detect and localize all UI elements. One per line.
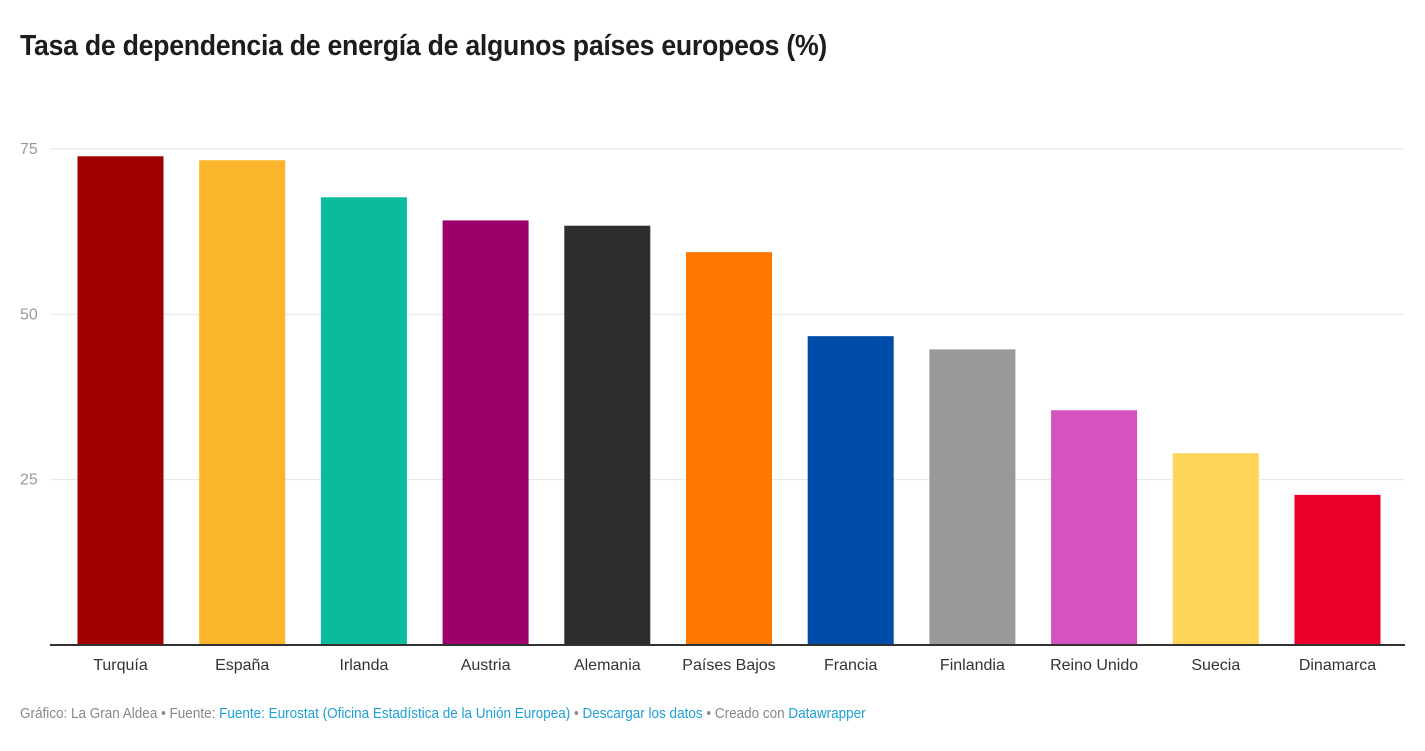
bar-francia[interactable]: [807, 336, 894, 645]
download-data-link[interactable]: Descargar los datos: [582, 705, 703, 722]
bar-turquía[interactable]: [77, 156, 164, 646]
bar-países-bajos[interactable]: [686, 252, 772, 645]
y-tick-label: 75: [20, 141, 38, 158]
x-tick-label: España: [215, 657, 269, 674]
x-tick-label: Suecia: [1191, 657, 1240, 674]
x-tick-label: Alemania: [574, 657, 641, 674]
bar-irlanda[interactable]: [320, 197, 407, 645]
x-tick-label: Austria: [461, 657, 511, 674]
bar-alemania[interactable]: [564, 225, 651, 645]
source-link[interactable]: Fuente: Eurostat (Oficina Estadística de…: [219, 705, 571, 722]
bar-austria[interactable]: [442, 220, 529, 645]
x-tick-label: Dinamarca: [1299, 657, 1376, 674]
bar-españa[interactable]: [199, 160, 286, 645]
bar-reino-unido[interactable]: [1051, 410, 1138, 645]
x-tick-labels: Turquía España Irlanda Austria Alemania Paíse…: [93, 657, 1376, 674]
bar-finlandia[interactable]: [929, 349, 1016, 645]
bar-dinamarca[interactable]: [1294, 494, 1381, 645]
y-tick-label: 25: [20, 472, 38, 489]
bar-chart: 25 50 75 Turquía España Irlanda Austria Aleman…: [20, 141, 1405, 674]
chart-title: Tasa de dependencia de energía de alguno…: [20, 30, 828, 62]
created-with-text: • Creado con: [702, 705, 789, 722]
x-tick-label: Finlandia: [940, 657, 1005, 674]
separator: •: [570, 705, 583, 722]
chart-footer: Gráfico: La Gran Aldea • Fuente: Fuente:…: [20, 705, 866, 722]
bar-suecia[interactable]: [1172, 453, 1259, 645]
x-tick-label: Francia: [824, 657, 877, 674]
y-tick-label: 50: [20, 306, 38, 323]
x-tick-label: Países Bajos: [682, 657, 775, 674]
x-tick-label: Turquía: [93, 657, 148, 674]
x-tick-label: Irlanda: [339, 657, 388, 674]
datawrapper-link[interactable]: Datawrapper: [788, 705, 866, 722]
bars: [77, 156, 1381, 646]
x-tick-label: Reino Unido: [1050, 657, 1138, 674]
credit-text: Gráfico: La Gran Aldea • Fuente:: [20, 705, 220, 722]
